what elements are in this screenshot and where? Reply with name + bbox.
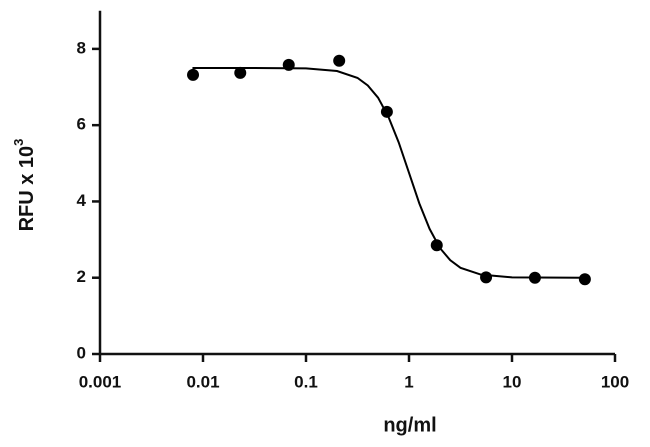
y-tick-label: 2 xyxy=(77,267,86,286)
x-tick-label: 1 xyxy=(404,372,413,391)
y-tick-label: 8 xyxy=(77,38,86,57)
data-point xyxy=(528,271,541,284)
data-point xyxy=(234,66,247,79)
data-point xyxy=(430,239,443,252)
fit-curve xyxy=(192,66,585,279)
x-tick-label: 0.1 xyxy=(294,372,318,391)
data-point xyxy=(480,271,493,284)
x-tick-label: 100 xyxy=(601,372,629,391)
y-axis-label-main: RFU x 10 xyxy=(16,146,38,232)
y-tick-label: 4 xyxy=(77,191,87,210)
x-tick-label: 0.01 xyxy=(186,372,219,391)
y-tick-label: 0 xyxy=(77,343,86,362)
y-axis-label-superscript: 3 xyxy=(11,139,26,146)
x-tick-label: 0.001 xyxy=(79,372,122,391)
y-axis-label: RFU x 103 xyxy=(11,139,38,232)
data-point xyxy=(187,68,200,81)
x-tick-label: 10 xyxy=(503,372,522,391)
data-point xyxy=(578,273,591,286)
data-point xyxy=(380,105,393,118)
data-point xyxy=(333,54,346,67)
data-point xyxy=(282,58,295,71)
y-tick-label: 6 xyxy=(77,115,86,134)
x-axis-label: ng/ml xyxy=(383,414,436,436)
